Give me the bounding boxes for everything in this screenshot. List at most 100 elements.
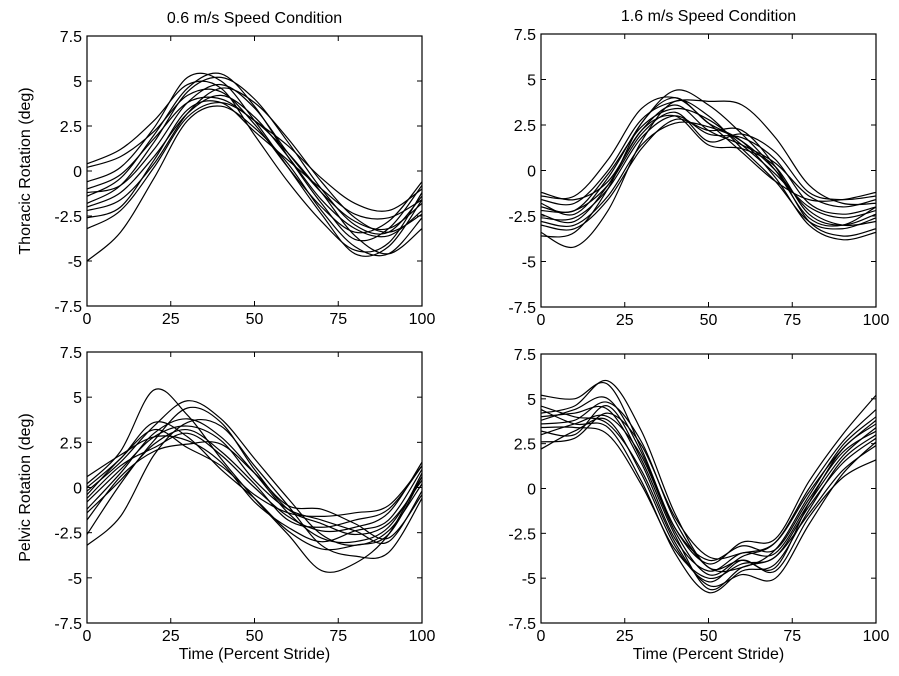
y-tick-label: 2.5: [514, 437, 536, 454]
chart-title: 1.6 m/s Speed Condition: [621, 8, 796, 25]
series-line-12: [87, 72, 422, 257]
series-line-5: [541, 409, 876, 594]
series-line-10: [87, 429, 422, 528]
y-tick-label: 5: [73, 74, 82, 91]
y-tick-label: 2.5: [60, 119, 82, 136]
series-line-8: [87, 100, 422, 220]
series-line-9: [541, 412, 876, 560]
y-tick-label: -2.5: [508, 209, 536, 226]
x-tick-label: 75: [783, 312, 801, 329]
series-line-8: [87, 435, 422, 543]
series-line-1: [541, 405, 876, 572]
y-tick-label: 0: [73, 481, 82, 498]
x-tick-label: 100: [409, 311, 436, 328]
y-tick-label: -5: [522, 255, 536, 272]
chart-title: 0.6 m/s Speed Condition: [167, 10, 342, 27]
y-tick-label: 5: [73, 390, 82, 407]
series-line-10: [541, 96, 876, 202]
panel-1: 0 25 50 75 100 -7.5 -5 -2.5 0 2.5 5 7.5 0.6 m/s Spee…: [17, 10, 435, 328]
y-tick-label: -2.5: [54, 526, 82, 543]
series-line-9: [541, 118, 876, 237]
x-tick-label: 100: [863, 312, 890, 329]
series-line-5: [87, 429, 422, 518]
x-axis-label: Time (Percent Stride): [179, 646, 330, 663]
y-tick-label: -7.5: [54, 616, 82, 633]
series-line-3: [541, 99, 876, 249]
series-line-1: [87, 83, 422, 231]
y-tick-label: 5: [527, 392, 536, 409]
x-tick-label: 100: [863, 628, 890, 645]
series-line-7: [541, 396, 876, 562]
series-line-1: [541, 104, 876, 208]
y-tick-label: -2.5: [54, 209, 82, 226]
y-tick-label: 7.5: [514, 347, 536, 364]
y-tick-label: -7.5: [54, 299, 82, 316]
series-line-9: [87, 80, 422, 253]
series-line-6: [541, 99, 876, 206]
y-axis-label: Thoracic Rotation (deg): [17, 87, 34, 254]
series-group: [541, 379, 876, 594]
series-line-4: [541, 401, 876, 573]
y-tick-label: 7.5: [514, 27, 536, 44]
y-tick-label: 0: [73, 164, 82, 181]
series-line-4: [541, 89, 876, 227]
series-line-3: [87, 418, 422, 560]
y-tick-label: -5: [68, 254, 82, 271]
series-line-3: [87, 88, 422, 234]
plot-frame: [540, 33, 877, 308]
x-tick-label: 75: [329, 311, 347, 328]
series-line-5: [541, 111, 876, 214]
series-group: [541, 89, 876, 249]
y-tick-label: 2.5: [514, 118, 536, 135]
series-line-2: [87, 94, 422, 238]
series-line-8: [541, 107, 876, 219]
series-line-11: [87, 87, 422, 233]
panel-3: 0 25 50 75 100 -7.5 -5 -2.5 0 2.5 5 7.5 Time (Percen…: [17, 345, 435, 663]
series-line-3: [541, 417, 876, 583]
x-tick-label: 0: [83, 311, 92, 328]
y-tick-label: 2.5: [60, 435, 82, 452]
series-line-2: [541, 382, 876, 565]
y-tick-label: 7.5: [60, 29, 82, 46]
y-tick-label: -5: [522, 571, 536, 588]
series-line-6: [541, 409, 876, 576]
x-tick-label: 25: [162, 311, 180, 328]
x-tick-label: 0: [537, 628, 546, 645]
series-line-7: [541, 121, 876, 228]
x-tick-label: 25: [162, 628, 180, 645]
series-line-4: [87, 76, 422, 235]
series-line-12: [541, 405, 876, 591]
series-group: [87, 72, 422, 262]
x-tick-label: 50: [246, 311, 264, 328]
y-tick-label: 0: [527, 482, 536, 499]
plot-frame: [86, 35, 423, 307]
series-line-10: [87, 96, 422, 212]
series-line-12: [541, 97, 876, 241]
x-tick-label: 75: [783, 628, 801, 645]
y-tick-label: -5: [68, 571, 82, 588]
x-tick-label: 50: [246, 628, 264, 645]
x-tick-label: 100: [409, 628, 436, 645]
x-tick-label: 25: [616, 312, 634, 329]
panel-4: 0 25 50 75 100 -7.5 -5 -2.5 0 2.5 5 7.5 Time (Percen…: [508, 347, 889, 663]
series-line-12: [87, 421, 422, 551]
series-line-10: [541, 426, 876, 579]
series-line-2: [541, 115, 876, 221]
series-line-6: [87, 406, 422, 536]
x-tick-label: 0: [537, 312, 546, 329]
series-line-7: [87, 441, 422, 540]
series-line-11: [87, 425, 422, 544]
y-tick-label: -7.5: [508, 616, 536, 633]
x-tick-label: 50: [700, 628, 718, 645]
y-axis-label: Pelvic Rotation (deg): [17, 413, 34, 562]
y-tick-label: 5: [527, 73, 536, 90]
x-tick-label: 25: [616, 628, 634, 645]
x-tick-label: 75: [329, 628, 347, 645]
x-tick-label: 0: [83, 628, 92, 645]
y-tick-label: -7.5: [508, 300, 536, 317]
series-line-11: [541, 114, 876, 226]
panel-2: 0 25 50 75 100 -7.5 -5 -2.5 0 2.5 5 7.5 1.6 m/s Spee…: [508, 8, 889, 329]
series-line-7: [87, 72, 422, 242]
y-tick-label: 0: [527, 164, 536, 181]
series-line-11: [541, 379, 876, 571]
